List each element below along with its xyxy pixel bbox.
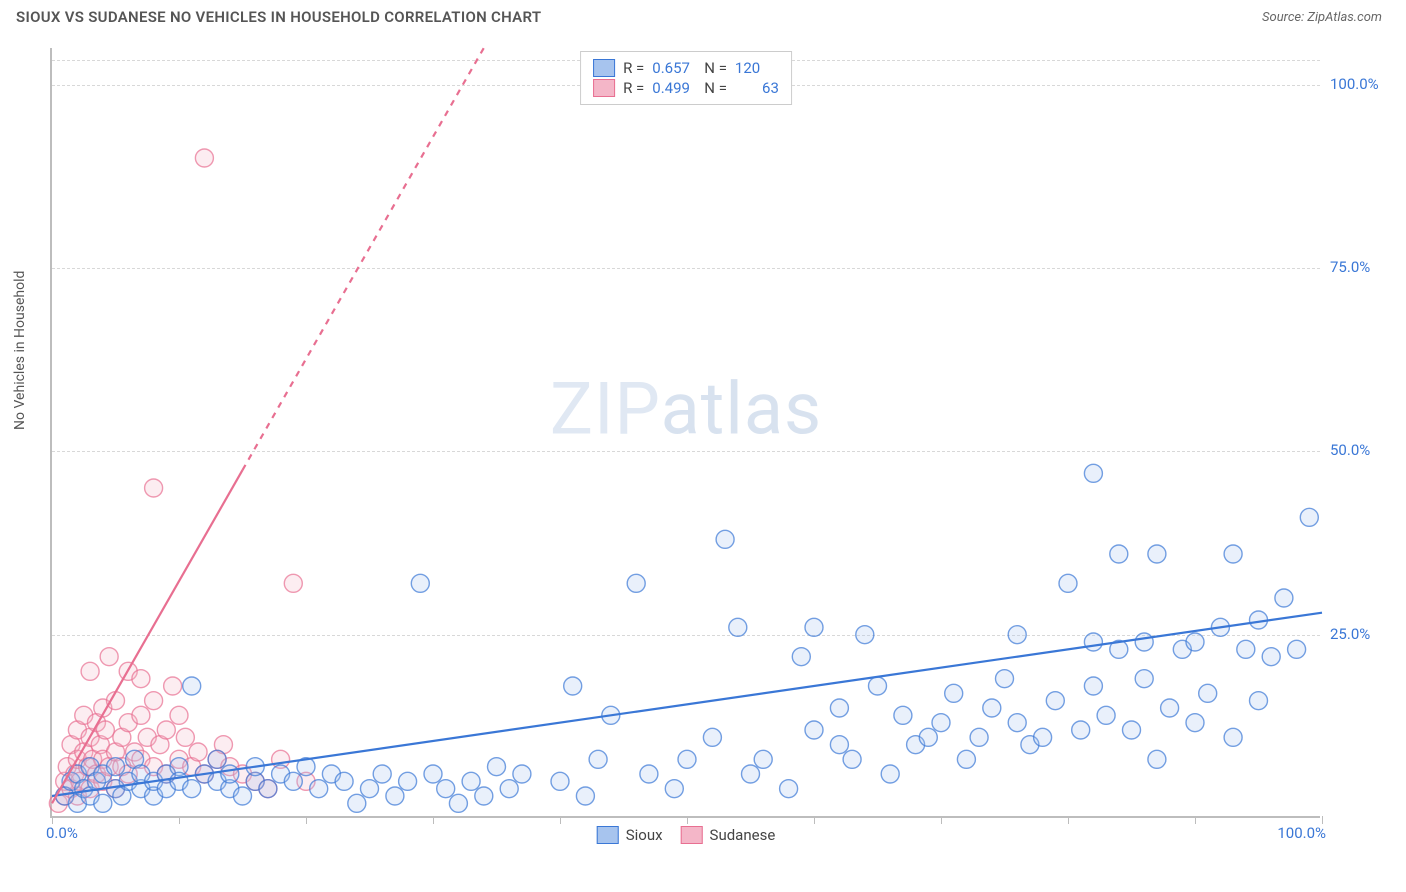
sioux-r-value: 0.657 [652,59,696,77]
legend-item-sioux: Sioux [597,826,663,844]
sioux-swatch-icon [597,826,619,844]
sudanese-r-value: 0.499 [652,79,696,97]
y-tick-label: 100.0% [1330,75,1390,93]
series-legend: Sioux Sudanese [597,826,776,844]
sioux-swatch [593,59,615,77]
legend-row-sioux: R = 0.657 N = 120 [593,58,779,78]
r-label: R = [623,59,644,77]
chart-title: SIOUX VS SUDANESE NO VEHICLES IN HOUSEHO… [16,8,541,26]
n-label: N = [704,59,727,77]
legend-row-sudanese: R = 0.499 N = 63 [593,78,779,98]
sudanese-n-value: 63 [735,79,779,97]
sudanese-swatch-icon [681,826,703,844]
x-axis-max-label: 100.0% [1277,824,1326,842]
legend-item-sudanese: Sudanese [681,826,776,844]
sioux-n-value: 120 [735,59,779,77]
sudanese-swatch [593,79,615,97]
scatter-plot-svg [52,48,1320,816]
source-attribution: Source: ZipAtlas.com [1262,10,1382,25]
r-label: R = [623,79,644,97]
y-axis-label: No Vehicles in Household [12,271,28,430]
x-axis-min-label: 0.0% [46,824,78,842]
chart-plot-area: ZIPatlas 25.0%50.0%75.0%100.0% R = 0.657… [50,48,1320,818]
n-label: N = [704,79,727,97]
y-tick-label: 75.0% [1330,258,1390,276]
sudanese-label: Sudanese [710,826,776,844]
sioux-label: Sioux [626,826,663,844]
y-tick-label: 25.0% [1330,625,1390,643]
y-tick-label: 50.0% [1330,441,1390,459]
correlation-legend: R = 0.657 N = 120 R = 0.499 N = 63 [580,51,792,105]
